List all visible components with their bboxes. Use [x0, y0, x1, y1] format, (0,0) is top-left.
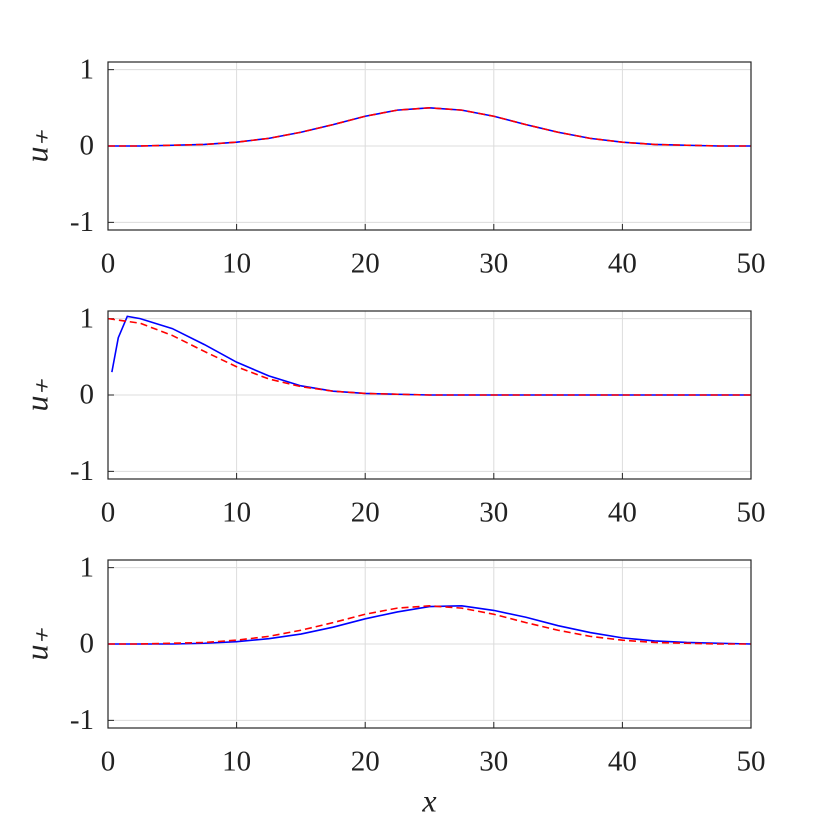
x-tick-label: 10	[222, 497, 251, 529]
axes-box	[107, 61, 752, 231]
x-tick-label: 40	[608, 248, 637, 280]
y-tick-label: 0	[80, 130, 95, 162]
x-tick-label: 40	[608, 497, 637, 529]
x-tick-label: 50	[737, 497, 766, 529]
y-axis-label: u₊	[18, 378, 54, 411]
x-tick-label: 20	[351, 746, 380, 778]
y-tick-label: 1	[80, 302, 95, 334]
axes-box	[107, 559, 752, 729]
y-tick-label: -1	[70, 704, 94, 736]
x-tick-label: 0	[101, 746, 116, 778]
x-tick-label: 40	[608, 746, 637, 778]
y-tick-label: -1	[70, 206, 94, 238]
y-axis-label: u₊	[18, 627, 54, 660]
x-tick-label: 20	[351, 497, 380, 529]
axes-box	[107, 310, 752, 480]
line-series	[107, 317, 751, 396]
y-tick-label: 0	[80, 379, 95, 411]
x-tick-label: 0	[101, 248, 116, 280]
x-tick-label: 0	[101, 497, 116, 529]
x-tick-label: 50	[737, 746, 766, 778]
y-axis-label: u₊	[18, 129, 54, 162]
y-tick-label: -1	[70, 455, 94, 487]
line-series	[108, 107, 751, 147]
x-tick-label: 30	[479, 497, 508, 529]
x-tick-label: 10	[222, 746, 251, 778]
x-tick-label: 10	[222, 248, 251, 280]
y-tick-label: 0	[80, 628, 95, 660]
x-tick-label: 50	[737, 248, 766, 280]
x-tick-label: 20	[351, 248, 380, 280]
line-series	[108, 605, 751, 645]
x-tick-label: 30	[479, 248, 508, 280]
y-tick-label: 1	[80, 551, 95, 583]
y-tick-label: 1	[80, 53, 95, 85]
x-tick-label: 30	[479, 746, 508, 778]
x-axis-label: x	[421, 782, 436, 818]
